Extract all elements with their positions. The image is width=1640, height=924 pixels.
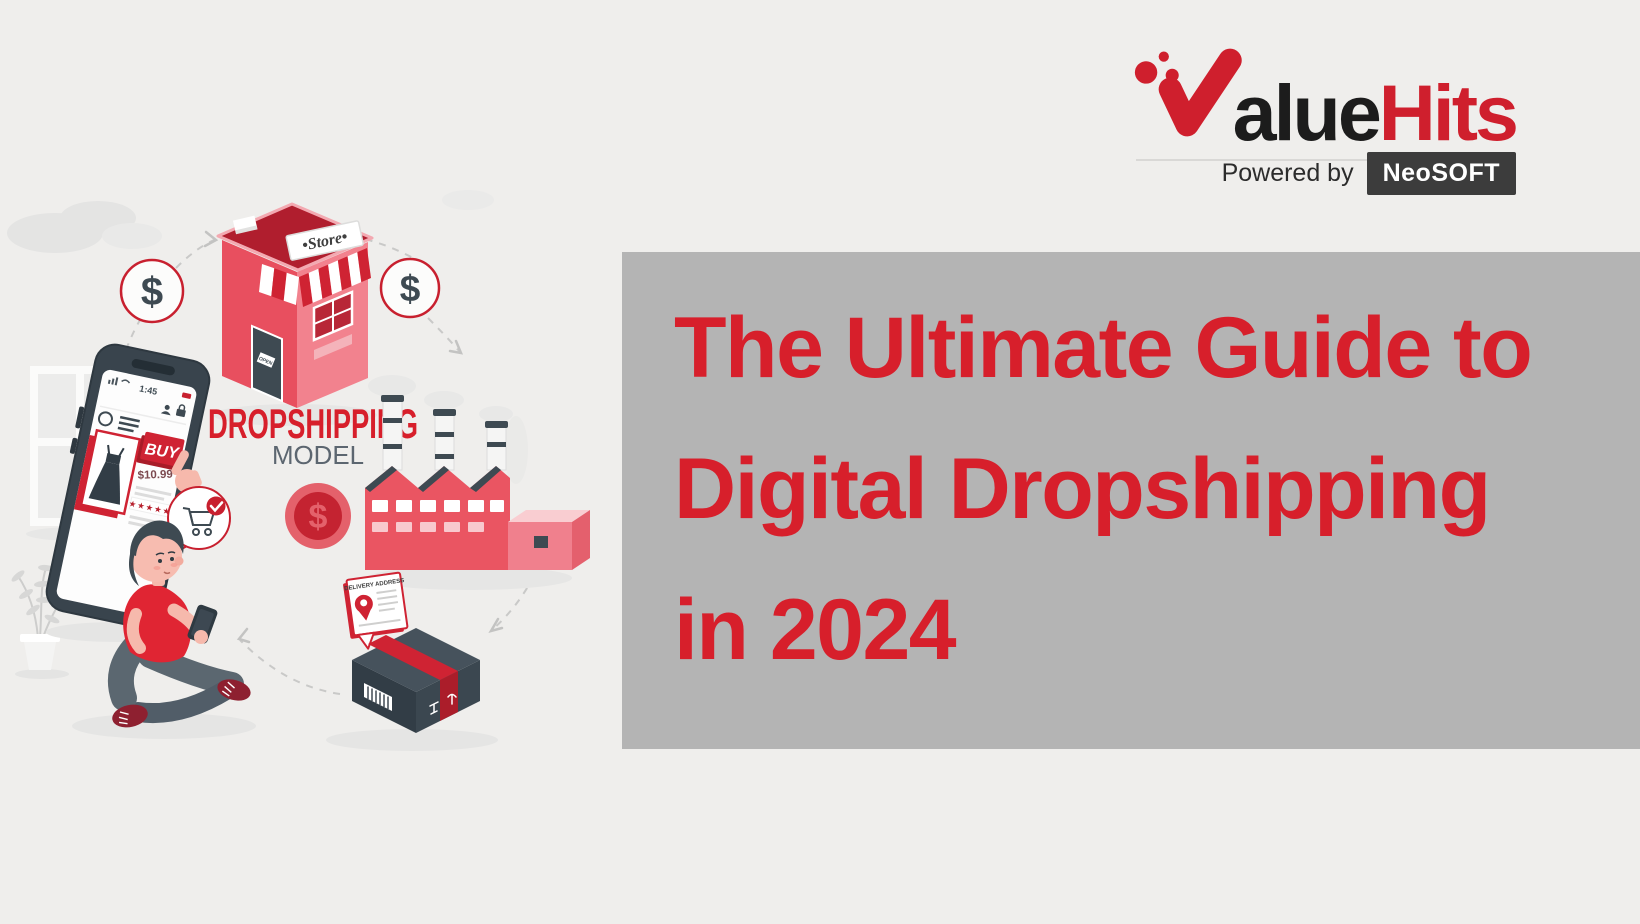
status-bar: 1:45 bbox=[107, 377, 192, 399]
factory-annex bbox=[508, 510, 590, 570]
browser-row bbox=[160, 404, 186, 418]
store-sign: •Store• bbox=[285, 220, 364, 261]
neosoft-badge: NeoSOFT bbox=[1366, 152, 1516, 195]
box-tape-top bbox=[368, 635, 458, 680]
v-checkmark-icon bbox=[1134, 48, 1242, 137]
open-sign: OPEN bbox=[258, 356, 274, 367]
factory-roof-slabs bbox=[365, 466, 501, 492]
fragile-icons bbox=[429, 693, 457, 715]
product-card bbox=[73, 428, 142, 519]
powered-by-row: Powered by NeoSOFT bbox=[1136, 152, 1516, 195]
factory-chimneys bbox=[381, 395, 508, 471]
hero-title-line1: The Ultimate Guide to bbox=[674, 300, 1533, 396]
price-text: $10.99 bbox=[137, 469, 173, 482]
sneaker-right bbox=[217, 679, 251, 701]
logo-row: alueHits bbox=[1134, 48, 1519, 152]
hero-title-line3: in 2024 bbox=[674, 582, 957, 679]
person-hair bbox=[130, 520, 184, 556]
menu-icon bbox=[117, 415, 140, 433]
powered-by-label: Powered by bbox=[1221, 159, 1354, 187]
package-box bbox=[326, 628, 498, 751]
factory-windows bbox=[372, 500, 504, 532]
person-face bbox=[153, 551, 178, 575]
phone-time: 1:45 bbox=[139, 383, 159, 397]
dress-image bbox=[88, 444, 125, 505]
sneaker-left bbox=[112, 704, 148, 728]
coin-dollar-symbol: $ bbox=[309, 498, 328, 536]
box-barcode bbox=[364, 683, 392, 711]
model-text: MODEL bbox=[272, 440, 364, 470]
hero-title-line2: Digital Dropshipping bbox=[674, 441, 1491, 538]
arrowheads bbox=[203, 230, 504, 644]
valuehits-logo: alueHits Powered by NeoSOFT bbox=[1134, 48, 1519, 195]
brand-wordmark: alueHits bbox=[1233, 73, 1519, 152]
dollar-badge-right: $ bbox=[379, 257, 441, 319]
store-awning bbox=[259, 248, 371, 307]
location-pin-icon bbox=[354, 594, 373, 621]
brand-text-hits: Hits bbox=[1378, 68, 1519, 157]
dollar-symbol-right: $ bbox=[400, 268, 421, 309]
buy-label: BUY bbox=[144, 441, 181, 463]
seated-person bbox=[72, 520, 256, 739]
check-badge-icon bbox=[206, 496, 226, 516]
dollar-badge-left: $ bbox=[119, 258, 185, 324]
avatar-icon bbox=[97, 411, 113, 427]
logo-divider bbox=[1136, 159, 1516, 161]
dropshipping-model-illustration: $ $ OPEN •Sto bbox=[7, 190, 590, 751]
delivery-card: DELIVERY ADDRESS bbox=[343, 571, 409, 650]
hero-title: The Ultimate Guide to Digital Dropshippi… bbox=[622, 252, 1640, 701]
cart-icon bbox=[182, 507, 216, 536]
clouds bbox=[7, 190, 494, 253]
app-header bbox=[97, 411, 140, 433]
description-lines bbox=[134, 485, 172, 501]
person-head bbox=[130, 530, 182, 582]
dollar-coin: $ bbox=[285, 483, 351, 549]
factory-building bbox=[365, 375, 590, 590]
hero-panel: The Ultimate Guide to Digital Dropshippi… bbox=[622, 252, 1640, 749]
brand-text-alue: alue bbox=[1232, 68, 1382, 157]
big-phone: 1:45 bbox=[45, 343, 211, 629]
delivery-card-lines bbox=[358, 589, 401, 627]
factory-smoke bbox=[368, 375, 528, 484]
store-building: OPEN •Store• bbox=[213, 202, 377, 426]
dollar-symbol-left: $ bbox=[141, 270, 163, 314]
roof-box bbox=[232, 215, 258, 235]
buy-button: BUY bbox=[136, 431, 185, 471]
